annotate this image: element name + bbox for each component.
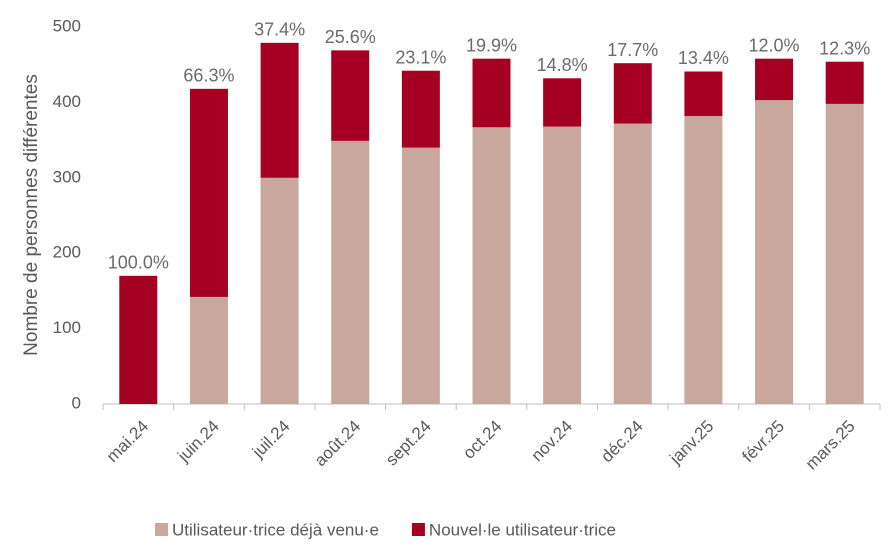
data-label: 66.3% [183, 66, 234, 86]
data-label: 14.8% [537, 55, 588, 75]
x-tick-label: juil.24 [248, 417, 294, 463]
bar-segment [755, 100, 794, 404]
bar-segment [119, 275, 158, 404]
bar-segment [331, 50, 370, 141]
data-label: 12.3% [819, 38, 870, 58]
data-label: 12.0% [749, 35, 800, 55]
y-tick-label: 100 [53, 318, 81, 337]
x-tick-label: mars.25 [802, 417, 859, 474]
bar-segment [543, 78, 582, 127]
data-label: 23.1% [395, 47, 446, 67]
legend-label: Nouvel·le utilisateur·trice [429, 520, 616, 539]
data-label: 25.6% [325, 27, 376, 47]
x-tick-label: oct.24 [459, 417, 505, 463]
bar-segment [472, 58, 511, 128]
x-tick-label: déc.24 [597, 417, 647, 467]
bar-segment [613, 63, 652, 124]
x-tick-label: nov.24 [528, 417, 577, 466]
data-label: 17.7% [607, 40, 658, 60]
y-tick-label: 200 [53, 243, 81, 262]
x-tick-label: août.24 [311, 417, 365, 471]
x-tick-label: mai.24 [103, 417, 153, 467]
bar-segment [401, 147, 440, 404]
bar-segment [755, 58, 794, 101]
bar-segment [684, 71, 723, 116]
data-label: 19.9% [466, 35, 517, 55]
x-tick-label: févr.25 [739, 417, 789, 467]
bar-segment [543, 126, 582, 404]
data-label: 13.4% [678, 48, 729, 68]
bar-segment [331, 140, 370, 404]
bar-segment [825, 61, 864, 104]
legend-label: Utilisateur·trice déjà venu·e [172, 520, 379, 539]
bar-segment [260, 42, 299, 178]
bar-segment [472, 127, 511, 405]
bar-segment [189, 296, 228, 404]
data-label: 37.4% [254, 20, 305, 40]
bar-segment [189, 88, 228, 297]
x-tick-label: juin.24 [173, 417, 223, 467]
x-tick-label: janv.25 [665, 417, 717, 469]
bar-segment [825, 103, 864, 405]
bar-segment [684, 115, 723, 405]
x-tick-label: sept.24 [382, 417, 435, 470]
y-tick-label: 500 [53, 16, 81, 35]
y-tick-label: 400 [53, 92, 81, 111]
y-tick-label: 0 [72, 393, 81, 412]
legend-swatch [411, 523, 425, 536]
y-axis-label: Nombre de personnes différentes [21, 74, 42, 356]
y-tick-label: 300 [53, 167, 81, 186]
data-label: 100.0% [108, 253, 169, 273]
bar-segment [613, 123, 652, 405]
legend-swatch [155, 523, 168, 536]
bar-segment [260, 177, 299, 404]
bar-segment [401, 70, 440, 148]
